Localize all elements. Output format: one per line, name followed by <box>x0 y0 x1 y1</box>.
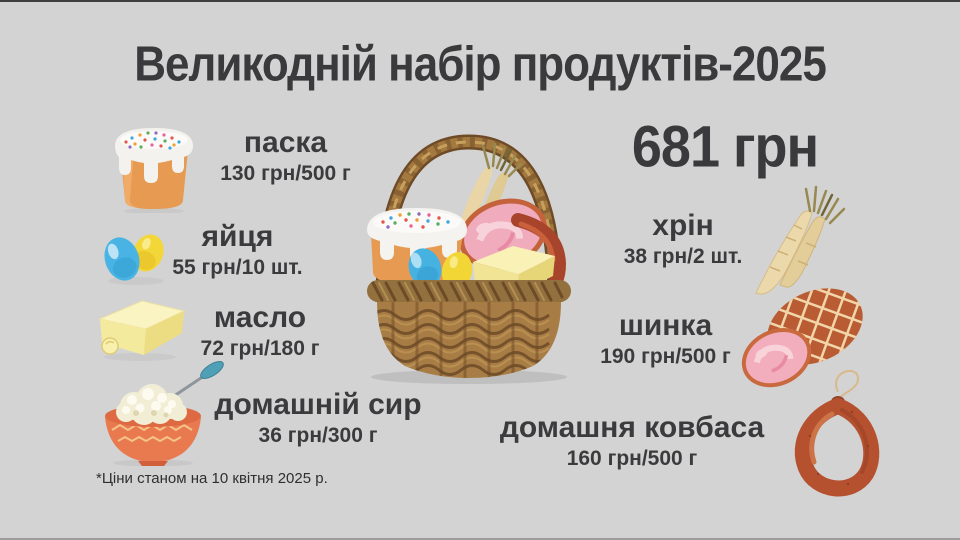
item-price: 55 грн/10 шт. <box>172 255 303 279</box>
total-price: 681 грн <box>631 114 819 180</box>
butter-icon <box>98 300 186 361</box>
item-price: 190 грн/500 г <box>600 344 731 368</box>
item-butter: масло 72 грн/180 г <box>175 302 345 360</box>
eggs-icon <box>104 234 164 285</box>
item-paska: паска 130 грн/500 г <box>198 127 373 185</box>
item-price: 38 грн/2 шт. <box>623 244 743 268</box>
item-name: домашній сир <box>214 388 422 421</box>
page-title: Великодній набір продуктів-2025 <box>134 37 827 92</box>
footnote: *Ціни станом на 10 квітня 2025 р. <box>96 470 328 487</box>
sprinkles <box>124 131 181 150</box>
item-name: шинка <box>618 309 713 342</box>
item-price: 160 грн/500 г <box>566 446 698 470</box>
item-price: 72 грн/180 г <box>200 336 320 360</box>
item-price: 130 грн/500 г <box>220 161 351 185</box>
item-ham: шинка 190 грн/500 г <box>578 310 753 368</box>
top-border-line <box>0 0 960 2</box>
bottom-border-line <box>0 538 960 540</box>
item-sausage: домашня ковбаса 160 грн/500 г <box>462 412 802 470</box>
item-eggs: яйця 55 грн/10 шт. <box>155 221 320 279</box>
item-name: яйця <box>201 220 274 253</box>
item-name: масло <box>213 301 307 334</box>
item-name: хрін <box>652 209 714 242</box>
item-price: 36 грн/300 г <box>258 423 378 447</box>
cheese-bowl-icon <box>105 361 224 466</box>
ham-icon <box>741 282 876 388</box>
paska-icon <box>115 128 193 213</box>
item-horseradish: хрін 38 грн/2 шт. <box>598 210 768 268</box>
easter-basket-illustration <box>367 134 571 384</box>
item-cheese: домашній сир 36 грн/300 г <box>198 389 438 447</box>
horseradish-icon <box>755 185 846 295</box>
item-name: домашня ковбаса <box>499 411 765 444</box>
sausage-ring-icon <box>794 370 880 497</box>
item-name: паска <box>243 126 328 159</box>
